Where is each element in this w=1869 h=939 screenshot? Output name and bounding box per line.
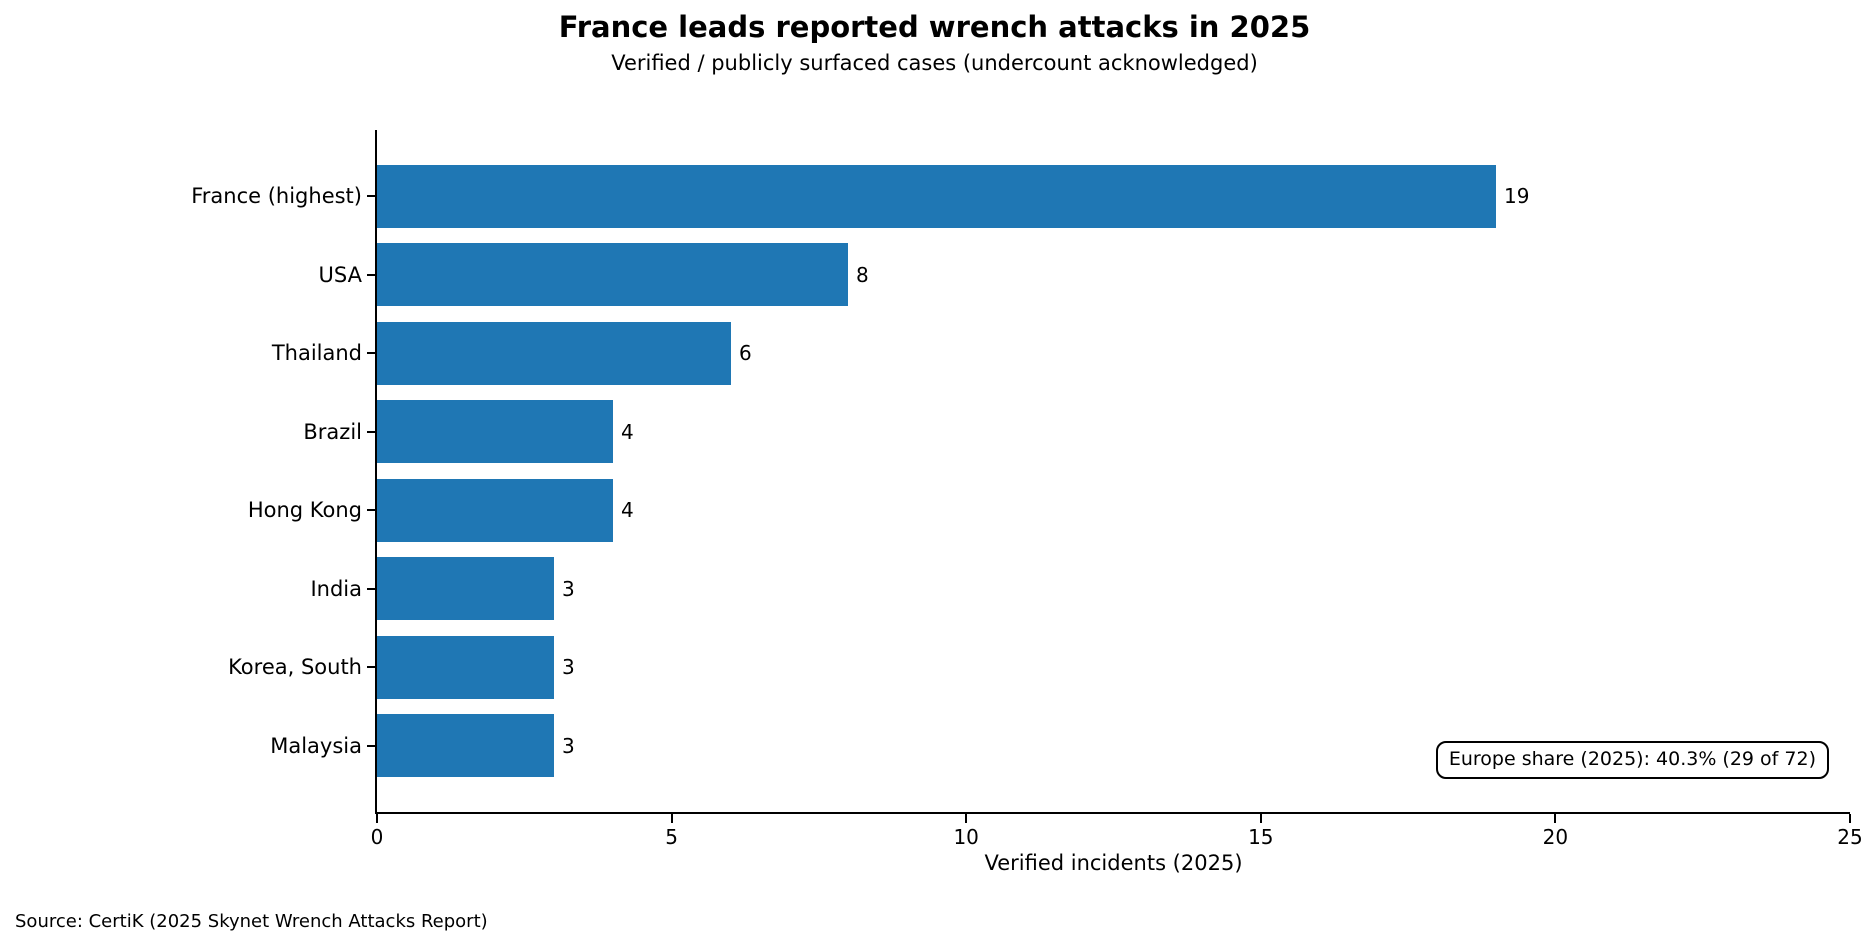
x-tick-mark (965, 814, 968, 823)
y-tick-mark (367, 195, 375, 197)
x-tick-mark (1554, 814, 1557, 823)
bar-value-label: 3 (562, 576, 575, 601)
y-tick-mark (367, 744, 375, 747)
y-tick-mark (367, 352, 375, 355)
bar-value-label: 19 (1504, 184, 1530, 208)
x-tick-mark (1849, 814, 1851, 823)
bar-india (377, 557, 554, 621)
bar-value-label: 8 (856, 262, 869, 287)
x-axis-spine (375, 812, 1850, 814)
y-tick-mark (367, 273, 375, 276)
bar-value-label: 3 (562, 733, 575, 758)
x-tick-label: 20 (1542, 825, 1569, 849)
x-axis-title: Verified incidents (2025) (984, 851, 1243, 875)
x-tick-mark (670, 814, 673, 823)
bar-france-highest (377, 164, 1496, 228)
bar-value-label: 6 (739, 341, 752, 366)
x-tick-label: 0 (370, 825, 384, 849)
bar-value-label: 4 (621, 419, 634, 444)
bar-malaysia (377, 714, 554, 778)
bar-thailand (377, 321, 731, 385)
source-note: Source: CertiK (2025 Skynet Wrench Attac… (15, 911, 488, 932)
category-label: Brazil (303, 419, 362, 444)
y-tick-mark (367, 666, 375, 669)
bar-hong-kong (377, 478, 613, 542)
category-label: Hong Kong (247, 498, 362, 523)
bar-brazil (377, 400, 613, 464)
x-tick-label: 5 (665, 825, 678, 849)
bar-value-label: 3 (562, 655, 575, 680)
x-tick-label: 25 (1837, 825, 1863, 849)
x-tick-label: 10 (953, 825, 979, 849)
x-tick-mark (376, 814, 378, 823)
category-label: USA (318, 262, 362, 287)
y-tick-mark (367, 430, 375, 433)
category-label: Korea, South (228, 655, 362, 680)
x-tick-mark (1259, 814, 1262, 823)
bar-usa (377, 243, 848, 307)
category-label: Malaysia (270, 733, 362, 758)
bar-value-label: 4 (621, 498, 634, 523)
y-axis-spine (375, 130, 377, 814)
category-label: France (highest) (191, 184, 362, 208)
chart-subtitle: Verified / publicly surfaced cases (unde… (611, 51, 1258, 75)
x-tick-label: 15 (1248, 825, 1274, 849)
category-label: Thailand (271, 341, 362, 366)
bar-korea-south (377, 635, 554, 699)
chart-title: France leads reported wrench attacks in … (558, 10, 1311, 44)
y-tick-mark (367, 509, 375, 512)
y-tick-mark (367, 587, 375, 590)
category-label: India (310, 576, 362, 601)
annotation-box: Europe share (2025): 40.3% (29 of 72) (1435, 741, 1829, 779)
